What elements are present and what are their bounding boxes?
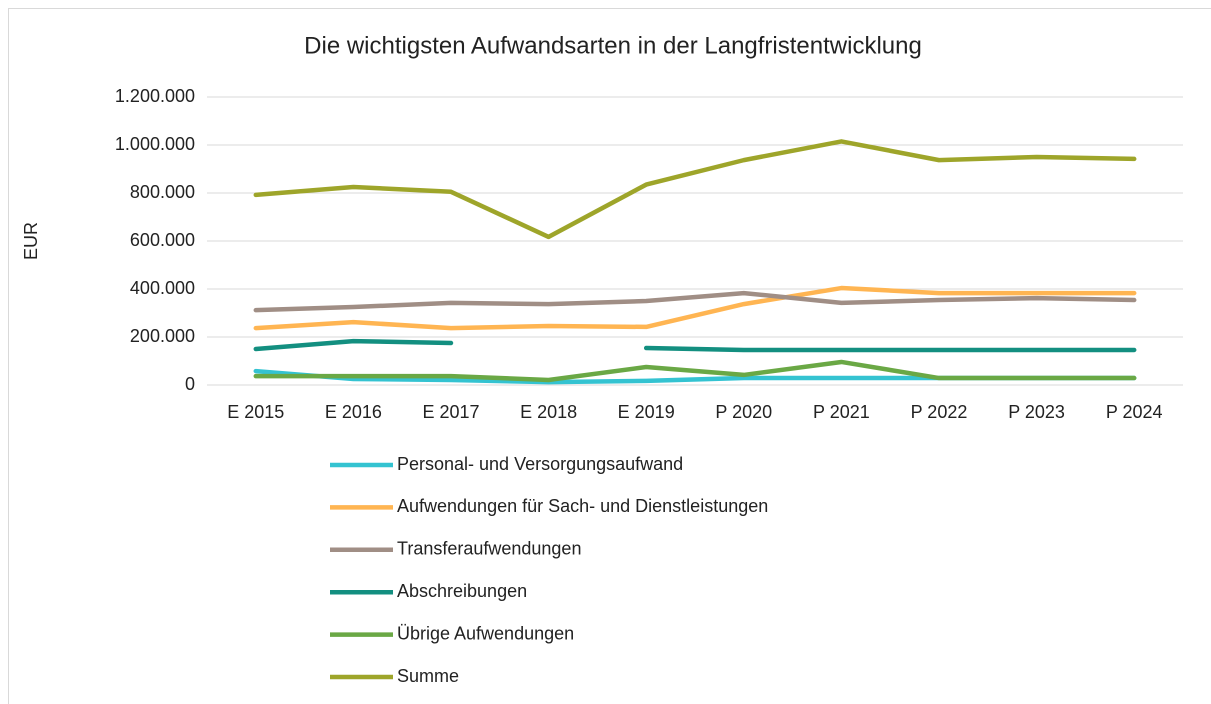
series-line (253, 359, 1137, 383)
legend-label: Abschreibungen (397, 581, 527, 601)
legend-label: Aufwendungen für Sach- und Dienstleistun… (397, 496, 768, 516)
series-line (253, 139, 1137, 240)
x-tick-label: E 2016 (325, 402, 382, 422)
y-tick-label: 1.200.000 (115, 86, 195, 106)
legend-label: Übrige Aufwendungen (397, 623, 574, 643)
x-tick-label: P 2024 (1106, 402, 1163, 422)
series-line (253, 338, 1137, 353)
chart-title: Die wichtigsten Aufwandsarten in der Lan… (304, 32, 922, 59)
y-tick-label: 600.000 (130, 230, 195, 250)
legend-label: Summe (397, 666, 459, 686)
series-line (253, 290, 1137, 313)
x-tick-label: E 2019 (618, 402, 675, 422)
y-axis-label: EUR (21, 222, 41, 260)
x-tick-label: E 2015 (227, 402, 284, 422)
y-tick-label: 200.000 (130, 326, 195, 346)
legend-label: Transferaufwendungen (397, 539, 581, 559)
x-tick-label: P 2022 (911, 402, 968, 422)
chart-border (8, 8, 1211, 704)
x-tick-label: E 2018 (520, 402, 577, 422)
x-tick-label: E 2017 (422, 402, 479, 422)
y-tick-label: 800.000 (130, 182, 195, 202)
y-tick-label: 0 (185, 374, 195, 394)
x-tick-label: P 2021 (813, 402, 870, 422)
y-tick-label: 1.000.000 (115, 134, 195, 154)
x-tick-label: P 2020 (715, 402, 772, 422)
legend-label: Personal- und Versorgungsaufwand (397, 454, 683, 474)
series-line (253, 285, 1137, 331)
y-tick-label: 400.000 (130, 278, 195, 298)
x-tick-label: P 2023 (1008, 402, 1065, 422)
